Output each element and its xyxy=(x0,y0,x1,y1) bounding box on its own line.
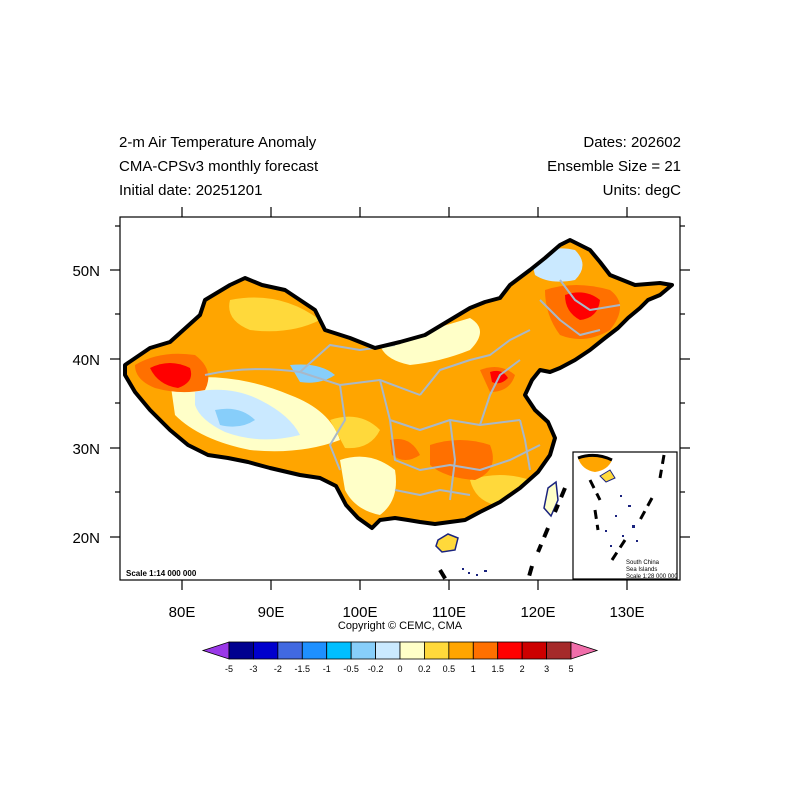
lat-label-30n: 30N xyxy=(72,441,100,458)
province-line-9 xyxy=(519,419,531,471)
initial-date: Initial date: 20251201 xyxy=(119,182,263,199)
inset-title-1: South China xyxy=(626,560,660,566)
colorbar-label: 5 xyxy=(568,664,573,674)
south-coast-gold-region xyxy=(470,475,530,505)
units-label: Units: degC xyxy=(602,182,681,199)
taiwan-island xyxy=(543,480,559,518)
island-dot xyxy=(476,574,478,576)
map-frame xyxy=(119,216,681,581)
tarim-red-region xyxy=(150,363,192,388)
inset-islands xyxy=(605,495,638,547)
colorbar: -5 -3 -2 -1.5 -1 -0.5 -0.2 0 0.2 0.5 1 1.5 2 3 5 xyxy=(201,641,599,674)
province-boundaries xyxy=(204,279,621,501)
hainan-island xyxy=(435,533,459,553)
province-line-6 xyxy=(389,419,541,471)
inset-island xyxy=(632,525,635,528)
colorbar-box xyxy=(253,641,279,660)
colorbar-label: -0.2 xyxy=(368,664,384,674)
lon-label-80e: 80E xyxy=(169,604,196,621)
colorbar-box xyxy=(350,641,376,660)
china-border xyxy=(123,238,674,530)
inset-island xyxy=(610,545,612,547)
island-dot xyxy=(462,568,464,570)
inset-coast-border xyxy=(577,453,613,462)
colorbar-label: 2 xyxy=(520,664,525,674)
inset-island xyxy=(628,505,631,507)
colorbar-box xyxy=(228,641,254,660)
colorbar-box xyxy=(497,641,523,660)
colorbar-label: 0 xyxy=(397,664,402,674)
inset-island xyxy=(622,535,624,537)
inset-island xyxy=(615,515,617,517)
qaidam-blue-patch xyxy=(290,364,335,383)
colorbar-label: 0.5 xyxy=(443,664,456,674)
province-line-5 xyxy=(419,329,531,396)
province-line-1 xyxy=(204,368,421,396)
inset-scale: Scale 1:28 000 000 xyxy=(626,574,678,580)
colorbar-label: -5 xyxy=(225,664,233,674)
colorbar-min-triangle xyxy=(201,641,230,660)
colorbar-box xyxy=(277,641,303,660)
ensemble-size: Ensemble Size = 21 xyxy=(547,158,681,175)
colorbar-label: -3 xyxy=(249,664,257,674)
lon-label-120e: 120E xyxy=(520,604,555,621)
colorbar-box xyxy=(521,641,547,660)
province-line-8 xyxy=(479,359,521,426)
lon-label-100e: 100E xyxy=(342,604,377,621)
colorbar-box xyxy=(472,641,499,660)
lon-label-110e: 110E xyxy=(432,604,466,621)
province-line-3 xyxy=(329,384,346,471)
colorbar-label: 1.5 xyxy=(491,664,504,674)
colorbar-label: -2 xyxy=(274,664,282,674)
south-china-sea-inset: South China Sea Islands Scale 1:28 000 0… xyxy=(572,451,678,580)
province-line-12 xyxy=(394,489,471,496)
colorbar-label: 1 xyxy=(471,664,476,674)
inset-island xyxy=(620,495,622,497)
inset-title-2: Sea Islands xyxy=(626,567,657,573)
map-title: 2-m Air Temperature Anomaly xyxy=(119,134,317,151)
lon-label-90e: 90E xyxy=(258,604,285,621)
south-islands-dots xyxy=(462,568,487,576)
forecast-dates: Dates: 202602 xyxy=(583,134,681,151)
colorbar-max-triangle xyxy=(570,641,599,660)
north-xinjiang-gold-region xyxy=(229,297,320,332)
colorbar-label: -1.5 xyxy=(295,664,311,674)
inset-island xyxy=(605,530,607,532)
colorbar-box xyxy=(546,641,572,660)
copyright: Copyright © CEMC, CMA xyxy=(337,620,463,632)
lat-label-50n: 50N xyxy=(72,263,100,280)
province-line-7 xyxy=(449,419,456,501)
colorbar-box xyxy=(399,641,425,660)
tibet-blue-patch xyxy=(215,408,255,427)
colorbar-box xyxy=(375,641,401,660)
colorbar-box xyxy=(326,641,352,660)
guizhou-dark-orange-patch xyxy=(390,439,420,460)
inset-coast-fill xyxy=(578,455,612,472)
colorbar-label: -1 xyxy=(323,664,331,674)
lon-label-130e: 130E xyxy=(609,604,644,621)
province-line-11 xyxy=(559,279,621,311)
axis-ticks xyxy=(110,207,690,590)
colorbar-label: -0.5 xyxy=(343,664,359,674)
lat-label-20n: 20N xyxy=(72,530,100,547)
lat-label-40n: 40N xyxy=(72,352,100,369)
colorbar-box xyxy=(448,641,474,660)
inset-hainan xyxy=(599,469,616,483)
model-name: CMA-CPSv3 monthly forecast xyxy=(119,158,319,175)
colorbar-box xyxy=(301,641,328,660)
inset-island xyxy=(636,540,638,542)
island-dot xyxy=(468,572,470,574)
island-dot xyxy=(484,570,487,572)
inner-mongolia-pale-region xyxy=(380,318,480,365)
colorbar-label: 0.2 xyxy=(418,664,431,674)
scale-label: Scale 1:14 000 000 xyxy=(126,569,197,578)
province-line-4 xyxy=(379,379,521,431)
colorbar-label: 3 xyxy=(544,664,549,674)
colorbar-box xyxy=(424,641,450,660)
yunnan-pale-region xyxy=(340,456,396,515)
province-line-10 xyxy=(539,299,601,336)
